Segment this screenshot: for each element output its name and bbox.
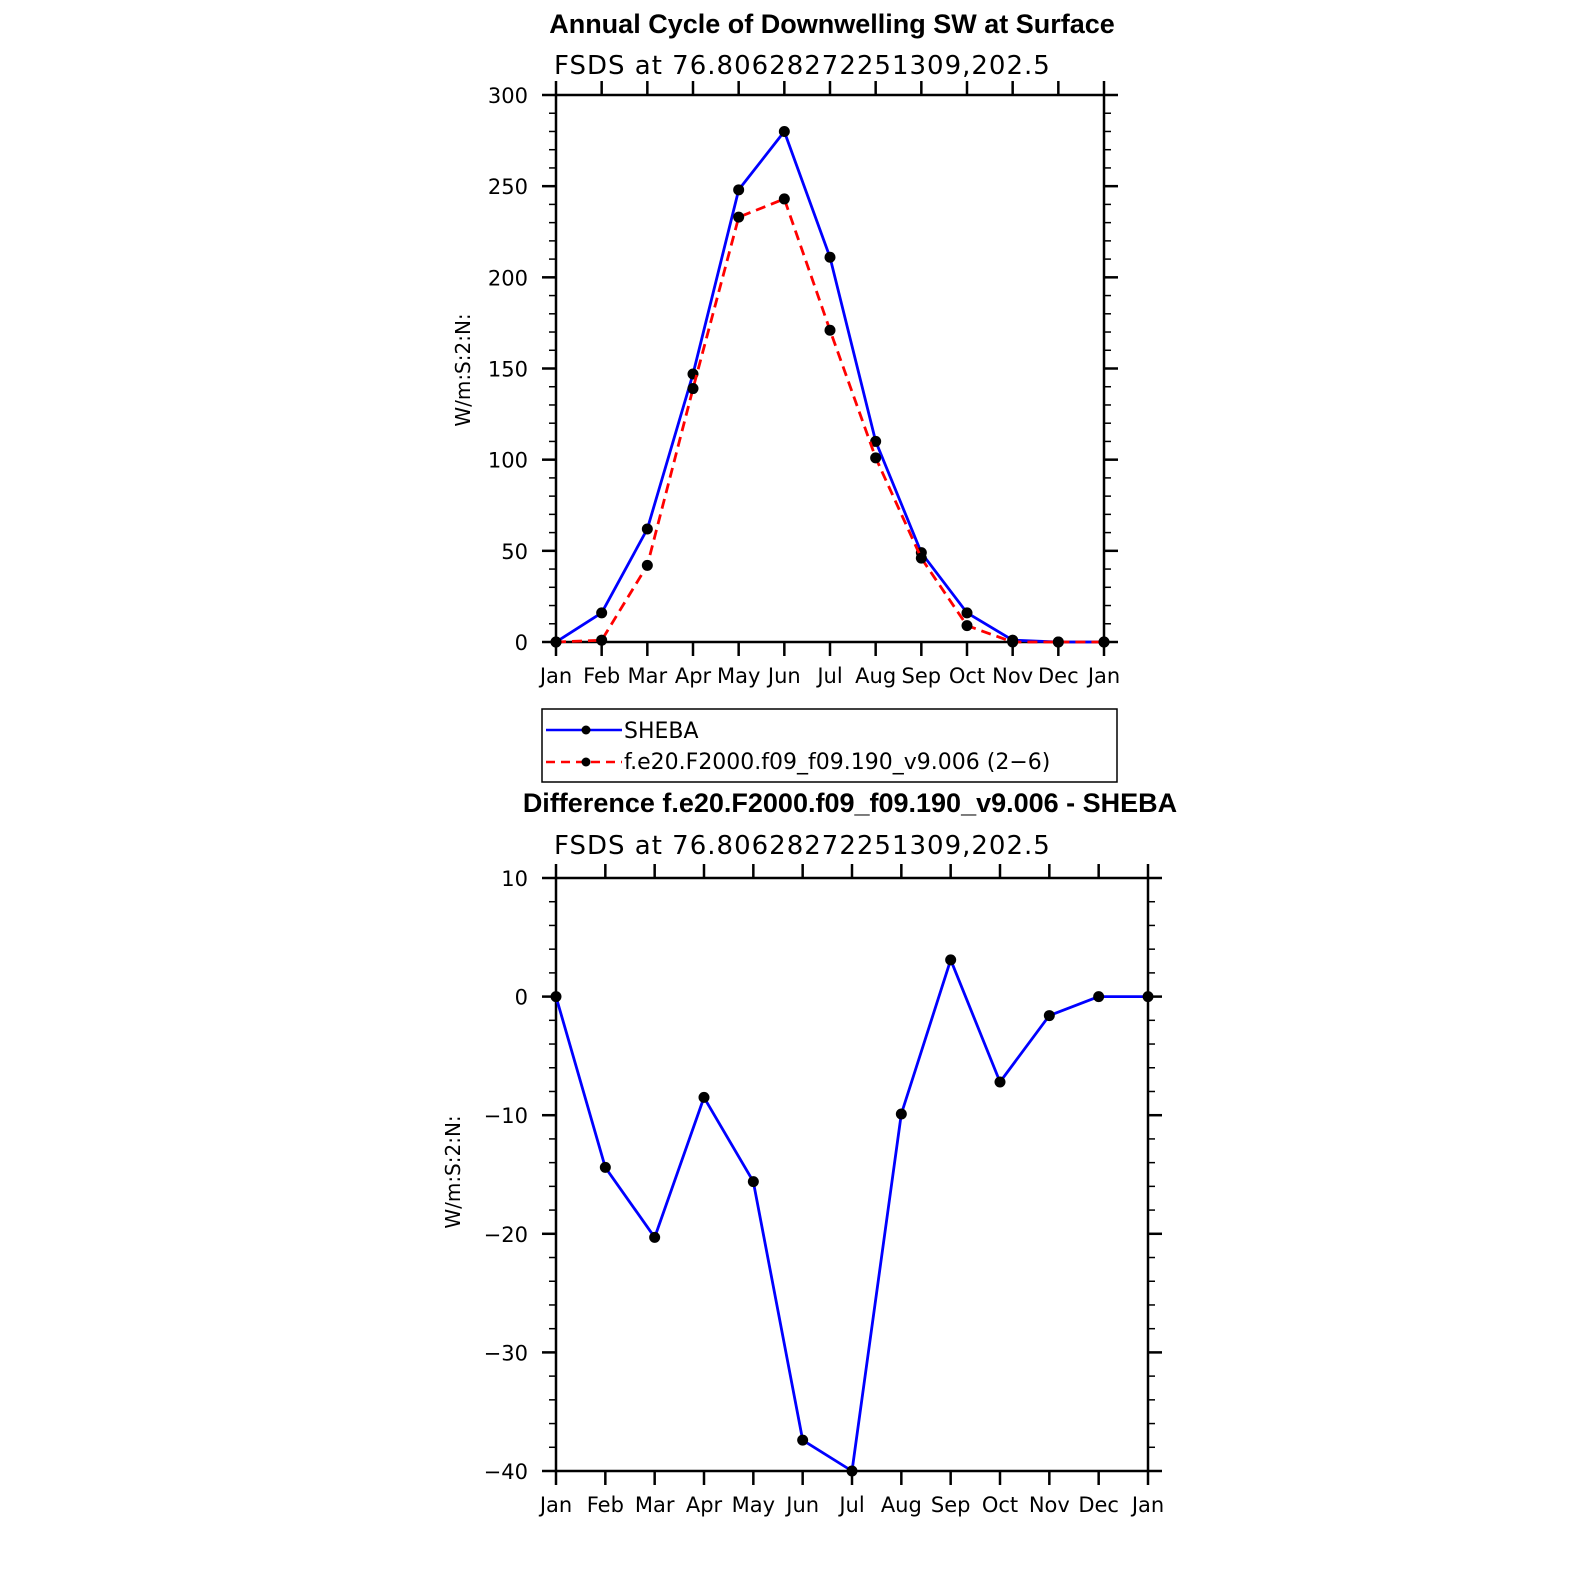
y-tick-label: 0 (515, 986, 528, 1010)
y-tick-label: −10 (484, 1104, 528, 1128)
difference-panel: Difference f.e20.F2000.f09_f09.190_v9.00… (441, 788, 1177, 1517)
x-tick-label: Aug (855, 664, 896, 688)
y-tick-label: 50 (501, 540, 528, 564)
x-tick-label: Feb (587, 1493, 624, 1517)
data-point (778, 125, 790, 137)
x-tick-label: Apr (686, 1493, 723, 1517)
data-point (596, 634, 608, 646)
data-point (1098, 636, 1110, 648)
data-point (1007, 636, 1019, 648)
data-point (1142, 991, 1154, 1003)
chart-subtitle: FSDS at 76.80628272251309,202.5 (554, 51, 1051, 81)
x-tick-label: Jun (766, 664, 801, 688)
data-point (797, 1434, 809, 1446)
x-tick-label: Apr (675, 664, 712, 688)
legend-marker-model (581, 757, 591, 767)
data-point (747, 1176, 759, 1188)
y-tick-label: 150 (488, 358, 528, 382)
y-tick-label: −40 (484, 1460, 528, 1484)
y-tick-label: −30 (484, 1341, 528, 1365)
data-point (596, 607, 608, 619)
data-point (994, 1076, 1006, 1088)
chart-title: Difference f.e20.F2000.f09_f09.190_v9.00… (523, 788, 1177, 818)
data-point (915, 552, 927, 564)
axes: 0 50 100 150 200 250 300 Jan Feb Mar Apr May Jun Jul A… (488, 81, 1120, 688)
x-tick-label: Jan (538, 664, 572, 688)
data-point (550, 636, 562, 648)
data-point (687, 383, 699, 395)
x-tick-label: Nov (992, 664, 1033, 688)
y-tick-label: 250 (488, 175, 528, 199)
series-line-1 (555, 197, 1104, 644)
data-point (961, 607, 973, 619)
annual-cycle-panel: Annual Cycle of Downwelling SW at Surfac… (451, 9, 1120, 688)
legend-box (541, 708, 1118, 783)
data-point (641, 559, 653, 571)
plot-frame (554, 93, 1106, 644)
x-tick-label: Oct (949, 664, 985, 688)
data-point (895, 1108, 907, 1120)
x-tick-label: Jan (1130, 1493, 1164, 1517)
y-tick-label: 200 (488, 266, 528, 290)
y-tick-label: 300 (488, 84, 528, 108)
y-tick-label: 10 (501, 867, 528, 891)
x-tick-label: Mar (628, 664, 668, 688)
x-tick-label: Jul (837, 1493, 864, 1517)
x-tick-label: Nov (1029, 1493, 1070, 1517)
x-tick-label: Aug (881, 1493, 922, 1517)
legend-label-model: f.e20.F2000.f09_f09.190_v9.006 (2−6) (624, 750, 1050, 775)
x-tick-label: May (717, 664, 760, 688)
legend-label-sheba: SHEBA (624, 719, 699, 744)
legend-entry-sheba: SHEBA (546, 719, 699, 744)
legend-entry-model: f.e20.F2000.f09_f09.190_v9.006 (2−6) (546, 750, 1050, 775)
legend-marker-sheba (581, 725, 591, 735)
data-point (870, 435, 882, 447)
data-point (1052, 636, 1064, 648)
chart-title: Annual Cycle of Downwelling SW at Surfac… (549, 9, 1115, 39)
x-tick-label: Jul (815, 664, 842, 688)
data-point (824, 324, 836, 336)
x-tick-label: Feb (583, 664, 620, 688)
x-tick-label: Dec (1078, 1493, 1119, 1517)
series-line-0 (554, 958, 1148, 1473)
plot-marks (550, 954, 1154, 1477)
x-tick-label: Jan (538, 1493, 572, 1517)
data-point (846, 1465, 858, 1477)
data-point (945, 954, 957, 966)
data-point (961, 620, 973, 632)
x-tick-label: May (732, 1493, 775, 1517)
y-axis-label: W/m:S:2:N: (441, 1115, 465, 1228)
data-point (733, 184, 745, 196)
data-point (550, 991, 562, 1003)
x-tick-label: Sep (902, 664, 942, 688)
series-line-0 (555, 130, 1104, 644)
y-axis-label: W/m:S:2:N: (451, 313, 475, 426)
chart-subtitle: FSDS at 76.80628272251309,202.5 (554, 831, 1051, 861)
x-tick-label: Mar (635, 1493, 675, 1517)
x-tick-label: Oct (982, 1493, 1018, 1517)
data-point (870, 452, 882, 464)
plot-marks (550, 125, 1110, 648)
data-point (1093, 991, 1105, 1003)
x-tick-label: Sep (931, 1493, 971, 1517)
data-point (649, 1231, 661, 1243)
y-tick-label: −20 (484, 1223, 528, 1247)
x-tick-label: Jan (1086, 664, 1120, 688)
y-tick-label: 100 (488, 449, 528, 473)
data-point (1043, 1010, 1055, 1022)
data-point (733, 211, 745, 223)
data-point (824, 251, 836, 263)
data-point (641, 523, 653, 535)
data-point (698, 1091, 710, 1103)
y-tick-label: 0 (515, 631, 528, 655)
legend: SHEBA f.e20.F2000.f09_f09.190_v9.006 (2−… (541, 708, 1118, 783)
axes: −40 −30 −20 −10 0 10 Jan Feb Mar Apr May Jun Jul Aug S… (484, 864, 1164, 1517)
x-tick-label: Jun (784, 1493, 819, 1517)
x-tick-label: Dec (1038, 664, 1079, 688)
data-point (778, 193, 790, 205)
plot-frame (554, 876, 1150, 1473)
data-point (599, 1161, 611, 1173)
